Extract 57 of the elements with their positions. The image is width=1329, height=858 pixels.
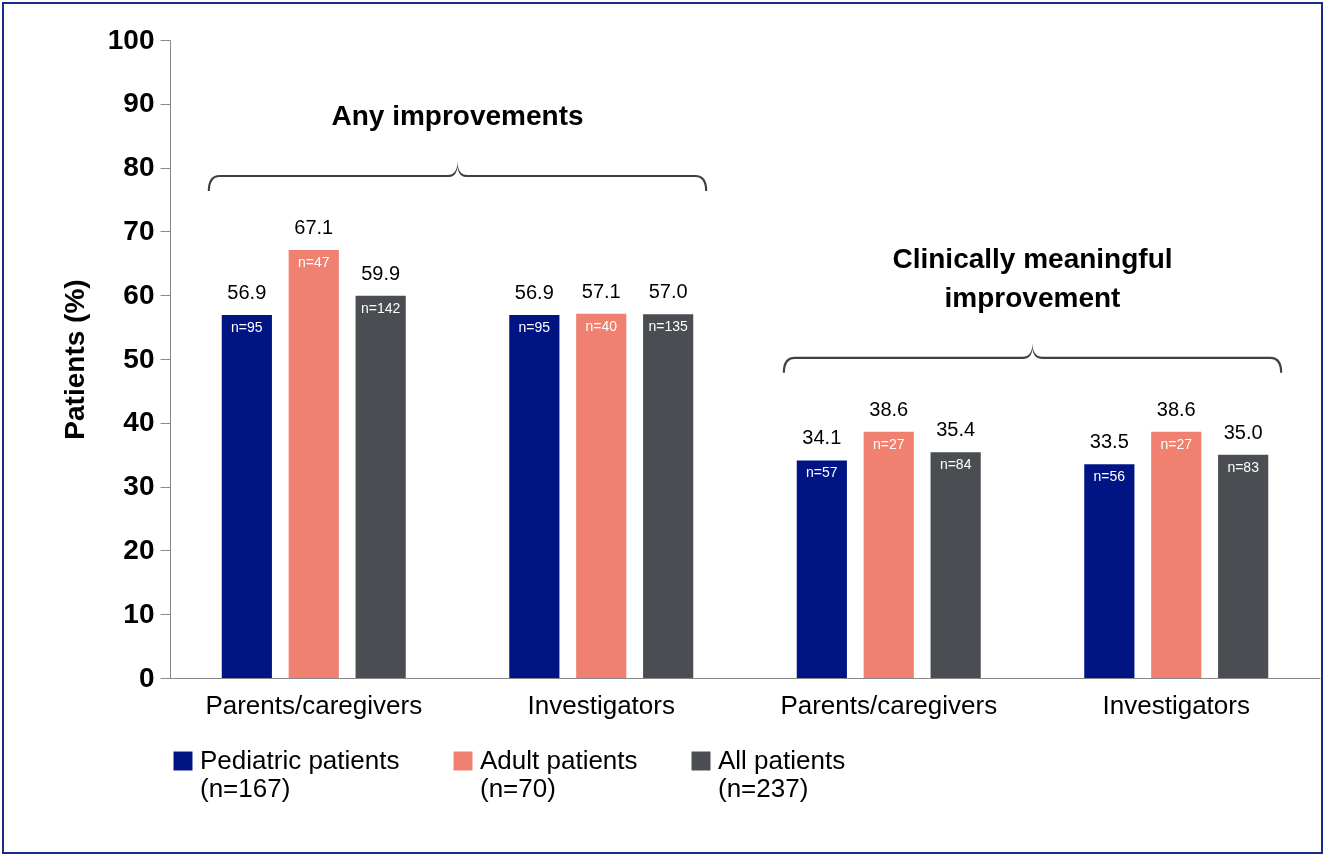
y-tick-label: 70: [123, 214, 155, 246]
y-tick-label: 20: [123, 533, 155, 565]
annotation: n=27: [1160, 435, 1193, 452]
y-tick-label: 10: [123, 597, 155, 629]
y-tick-label: 0: [138, 661, 155, 693]
bar: [221, 314, 272, 678]
legend-label: All patients (n=237): [718, 745, 846, 803]
x-tick-label: Investigators: [527, 689, 675, 720]
legend-label: Pediatric patients (n=167): [200, 745, 400, 803]
annotation: n=95: [231, 318, 263, 335]
annotation: n=135: [648, 318, 689, 335]
annotation: n=40: [585, 317, 618, 334]
bar: [288, 249, 339, 678]
y-tick-label: 40: [123, 406, 155, 438]
bar: [1084, 464, 1135, 678]
y-axis-title: Patients (%): [58, 279, 90, 440]
data-label: 35.4: [936, 418, 976, 441]
bar: [1218, 454, 1269, 678]
annotation: Clinically meaningful improvement: [892, 242, 1173, 313]
bar: [930, 452, 981, 678]
data-label: 57.1: [581, 279, 621, 302]
y-tick-label: 100: [107, 23, 155, 55]
annotation: n=57: [806, 464, 838, 481]
annotation: n=142: [361, 299, 401, 316]
data-label: 35.0: [1223, 420, 1263, 443]
y-tick-label: 60: [123, 278, 155, 310]
y-tick-label: 90: [123, 87, 155, 119]
y-tick-label: 80: [123, 151, 155, 183]
data-label: 34.1: [802, 426, 842, 449]
x-tick-label: Parents/caregivers: [780, 689, 998, 720]
legend-label: Adult patients (n=70): [480, 745, 638, 803]
bar: [863, 431, 914, 678]
y-tick-label: 30: [123, 470, 155, 502]
data-label: 38.6: [869, 397, 909, 420]
data-label: 56.9: [514, 280, 554, 303]
bar: [509, 314, 560, 678]
annotation: n=27: [872, 435, 905, 452]
annotation: n=56: [1093, 468, 1126, 485]
x-tick-label: Investigators: [1102, 689, 1250, 720]
annotation: n=83: [1227, 458, 1260, 475]
data-label: 38.6: [1156, 397, 1196, 420]
bar: [1151, 431, 1202, 678]
annotation: n=84: [939, 456, 972, 473]
bar: [796, 460, 847, 678]
data-label: 33.5: [1089, 430, 1129, 453]
bar: [576, 313, 627, 678]
data-label: 59.9: [361, 261, 401, 284]
annotation: n=47: [297, 253, 330, 270]
annotation: n=95: [518, 318, 551, 335]
data-label: 67.1: [294, 215, 334, 238]
y-tick-label: 50: [123, 342, 155, 374]
annotation: Any improvements: [331, 99, 584, 131]
bar: [643, 314, 694, 678]
x-tick-label: Parents/caregivers: [205, 689, 423, 720]
data-label: 56.9: [227, 280, 267, 303]
data-label: 57.0: [648, 280, 688, 303]
bar: [355, 295, 406, 678]
